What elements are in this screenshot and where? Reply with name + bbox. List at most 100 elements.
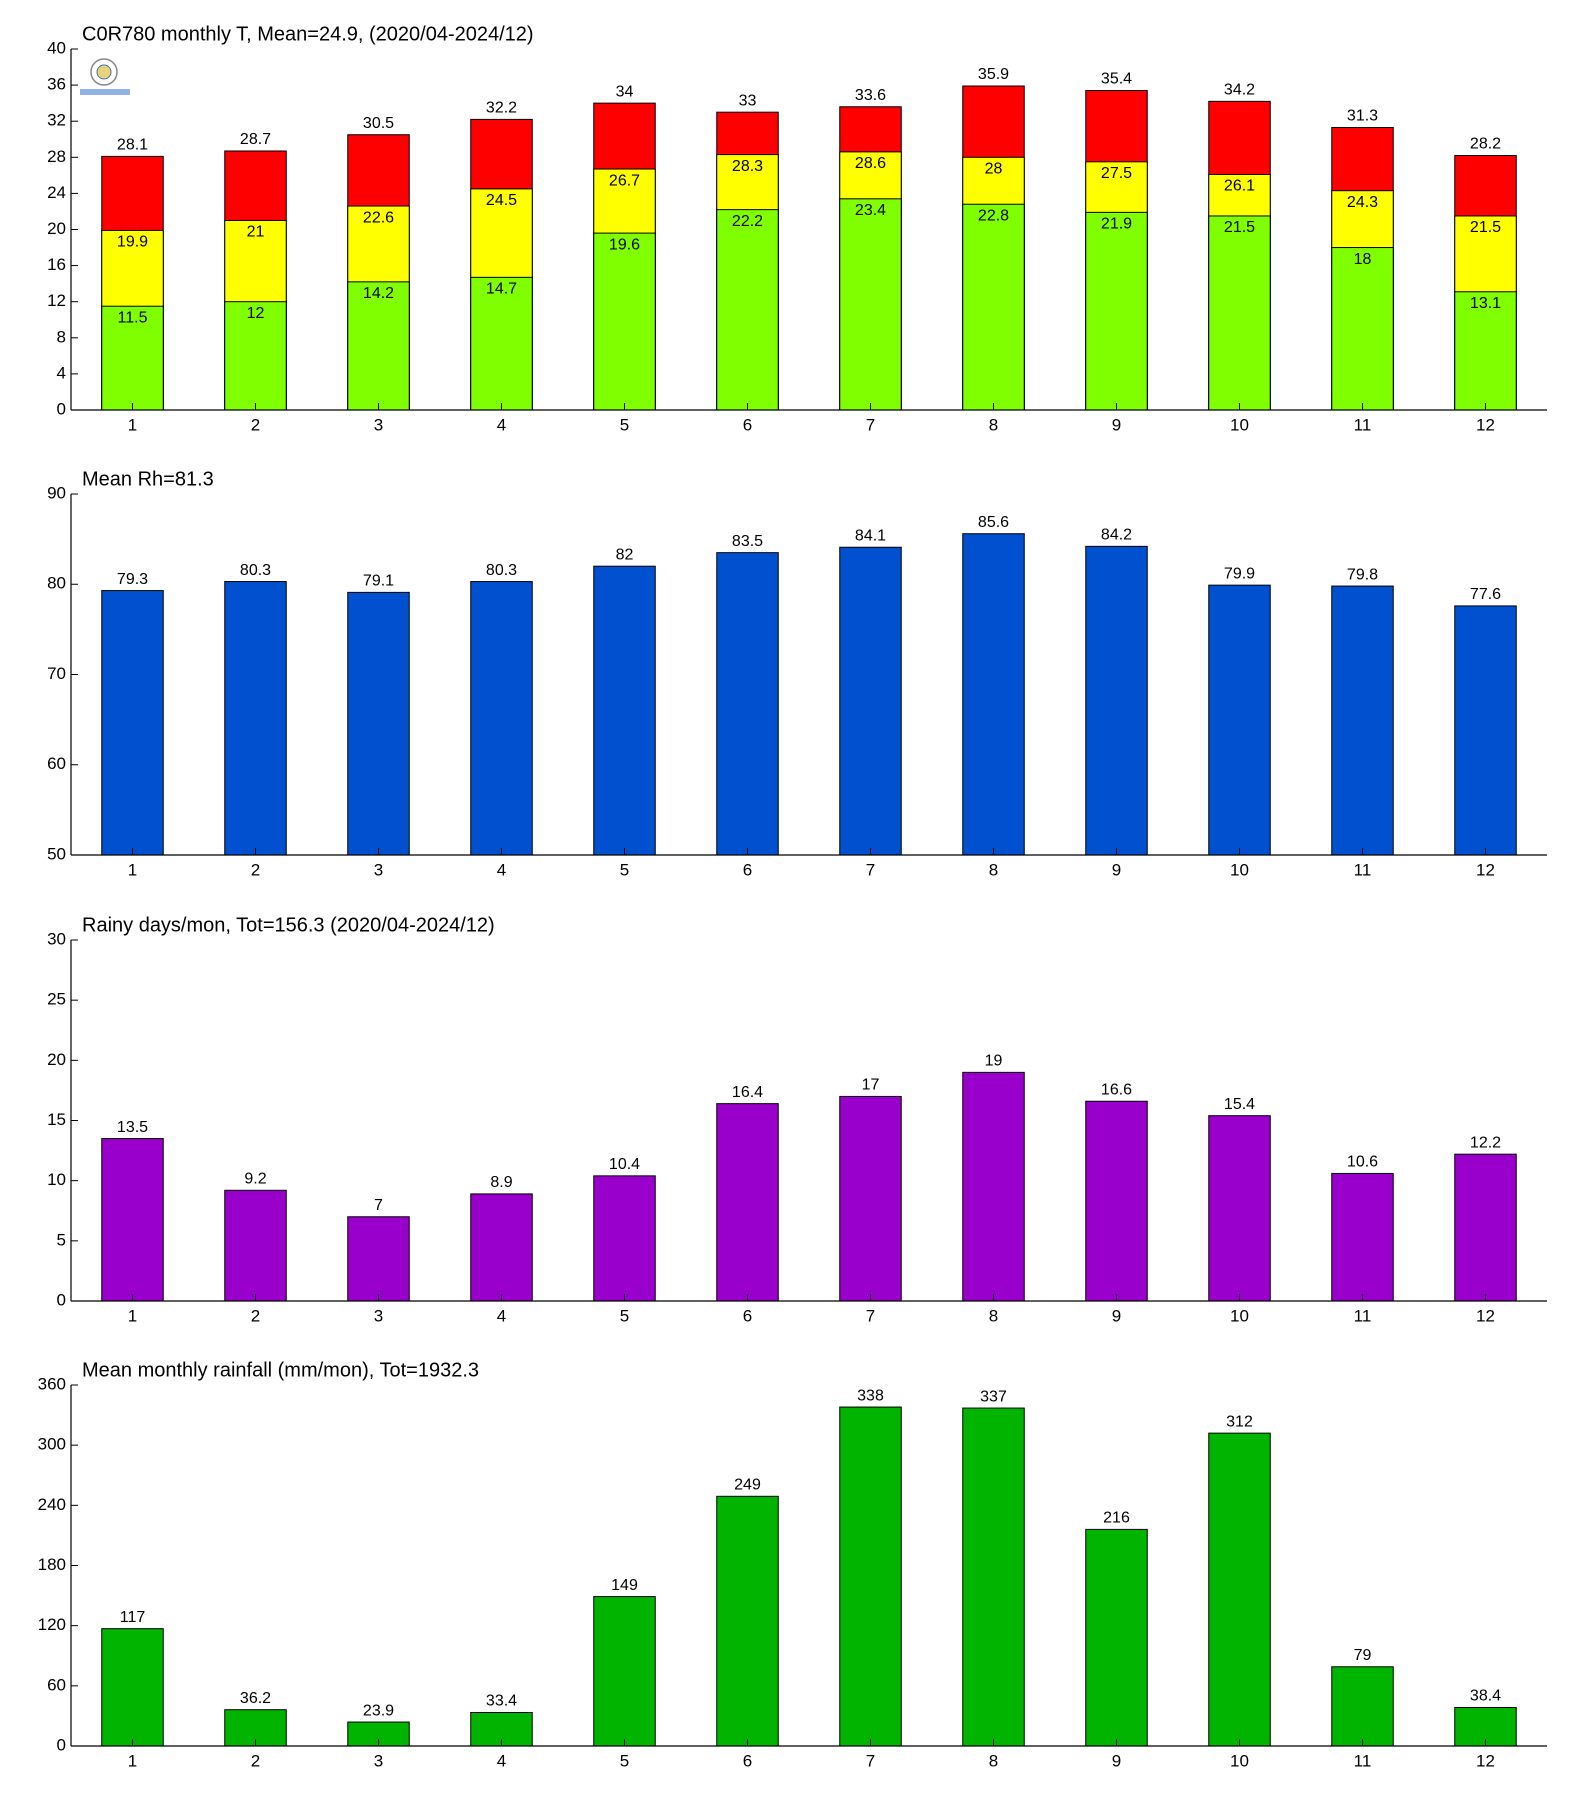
bar bbox=[224, 1189, 287, 1302]
value-label: 34.2 bbox=[1224, 82, 1255, 99]
x-tick-label: 4 bbox=[497, 1306, 506, 1325]
bar bbox=[347, 591, 410, 856]
bar bbox=[347, 1216, 410, 1302]
value-label: 21.9 bbox=[1101, 216, 1132, 233]
bar bbox=[962, 533, 1025, 856]
x-tick-label: 7 bbox=[866, 1751, 875, 1770]
x-tick-label: 2 bbox=[251, 415, 260, 434]
value-label: 31.3 bbox=[1347, 108, 1378, 125]
value-label: 26.1 bbox=[1224, 178, 1255, 195]
y-tick-label: 0 bbox=[57, 1735, 66, 1754]
y-tick-label: 8 bbox=[57, 327, 66, 346]
y-tick-label: 0 bbox=[57, 399, 66, 418]
value-label: 33.6 bbox=[855, 87, 886, 104]
bar bbox=[962, 203, 1025, 411]
bar bbox=[224, 581, 287, 856]
bar bbox=[1085, 545, 1148, 856]
bar bbox=[470, 581, 533, 856]
y-tick-label: 120 bbox=[38, 1615, 66, 1634]
bar bbox=[716, 209, 779, 411]
bar bbox=[593, 1175, 656, 1302]
y-tick-label: 36 bbox=[47, 75, 66, 94]
value-label: 13.5 bbox=[117, 1119, 148, 1136]
bar bbox=[962, 1407, 1025, 1747]
x-tick-label: 8 bbox=[989, 1751, 998, 1770]
bar bbox=[1085, 1100, 1148, 1302]
x-tick-label: 8 bbox=[989, 415, 998, 434]
value-label: 36.2 bbox=[240, 1690, 271, 1707]
value-label: 249 bbox=[734, 1477, 761, 1494]
value-label: 77.6 bbox=[1470, 586, 1501, 603]
value-label: 83.5 bbox=[732, 533, 763, 550]
x-tick-label: 1 bbox=[128, 1751, 137, 1770]
value-label: 7 bbox=[374, 1197, 383, 1214]
x-tick-label: 11 bbox=[1354, 1306, 1372, 1325]
bar bbox=[470, 1193, 533, 1302]
x-tick-label: 12 bbox=[1476, 415, 1495, 434]
value-label: 28.6 bbox=[855, 155, 886, 172]
value-label: 23.9 bbox=[363, 1702, 394, 1719]
value-label: 19.9 bbox=[117, 234, 148, 251]
value-label: 14.2 bbox=[363, 285, 394, 302]
value-label: 9.2 bbox=[244, 1171, 266, 1188]
bar bbox=[1208, 584, 1271, 856]
value-label: 80.3 bbox=[486, 562, 517, 579]
chart-title: Rainy days/mon, Tot=156.3 (2020/04-2024/… bbox=[82, 914, 495, 936]
logo bbox=[80, 58, 130, 95]
value-label: 11.5 bbox=[118, 309, 148, 326]
value-label: 13.1 bbox=[1470, 295, 1501, 312]
bar bbox=[593, 1596, 656, 1747]
value-label: 27.5 bbox=[1101, 165, 1132, 182]
x-tick-label: 2 bbox=[251, 1751, 260, 1770]
value-label: 26.7 bbox=[609, 172, 640, 189]
x-tick-label: 5 bbox=[620, 1306, 629, 1325]
y-tick-label: 4 bbox=[57, 363, 66, 382]
bar bbox=[1208, 1432, 1271, 1747]
x-tick-label: 11 bbox=[1354, 415, 1372, 434]
value-label: 21.5 bbox=[1470, 219, 1501, 236]
y-tick-label: 20 bbox=[47, 1050, 66, 1069]
bar bbox=[1454, 1153, 1517, 1302]
bar bbox=[1085, 211, 1148, 411]
value-label: 28 bbox=[985, 161, 1003, 178]
chart-title: Mean monthly rainfall (mm/mon), Tot=1932… bbox=[82, 1359, 479, 1381]
value-label: 79 bbox=[1354, 1647, 1372, 1664]
bar bbox=[224, 301, 287, 411]
value-label: 216 bbox=[1103, 1510, 1130, 1527]
x-tick-label: 2 bbox=[251, 860, 260, 879]
y-tick-label: 360 bbox=[38, 1374, 66, 1393]
value-label: 82 bbox=[616, 546, 634, 563]
bar bbox=[962, 1071, 1025, 1302]
value-label: 21.5 bbox=[1224, 219, 1255, 236]
value-label: 30.5 bbox=[363, 115, 394, 132]
value-label: 28.7 bbox=[240, 131, 271, 148]
x-tick-label: 9 bbox=[1112, 860, 1121, 879]
x-tick-label: 10 bbox=[1230, 860, 1249, 879]
value-label: 338 bbox=[857, 1387, 884, 1404]
y-tick-label: 90 bbox=[47, 483, 66, 502]
bar bbox=[593, 232, 656, 411]
value-label: 10.4 bbox=[609, 1156, 640, 1173]
x-tick-label: 9 bbox=[1112, 1306, 1121, 1325]
value-label: 21 bbox=[247, 224, 265, 241]
value-label: 33 bbox=[739, 92, 757, 109]
value-label: 8.9 bbox=[490, 1174, 512, 1191]
value-label: 79.9 bbox=[1224, 565, 1255, 582]
value-label: 85.6 bbox=[978, 514, 1009, 531]
y-tick-label: 80 bbox=[47, 574, 66, 593]
y-tick-label: 60 bbox=[47, 754, 66, 773]
x-tick-label: 6 bbox=[743, 1751, 752, 1770]
value-label: 24.3 bbox=[1347, 194, 1378, 211]
x-tick-label: 3 bbox=[374, 1306, 383, 1325]
value-label: 10.6 bbox=[1347, 1154, 1378, 1171]
bar bbox=[716, 1103, 779, 1302]
y-tick-label: 15 bbox=[47, 1110, 66, 1129]
bar bbox=[101, 590, 164, 856]
value-label: 14.7 bbox=[486, 281, 517, 298]
bar bbox=[1331, 585, 1394, 856]
value-label: 32.2 bbox=[486, 100, 517, 117]
y-tick-label: 60 bbox=[47, 1675, 66, 1694]
value-label: 22.2 bbox=[732, 213, 763, 230]
bar bbox=[1331, 247, 1394, 411]
x-tick-label: 10 bbox=[1230, 1306, 1249, 1325]
